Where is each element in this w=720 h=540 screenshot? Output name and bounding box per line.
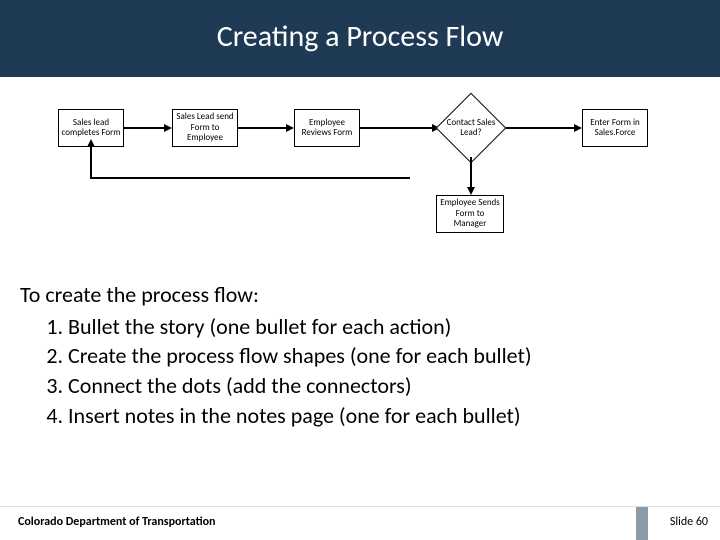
flowchart: Sales lead completes Form Sales Lead sen… [0, 77, 720, 247]
flow-node-label: Sales lead completes Form [61, 118, 121, 139]
flow-arrow [90, 147, 92, 177]
flow-node-label: Sales Lead send Form to Employee [175, 112, 235, 143]
footer-slide-number: Slide 60 [670, 515, 708, 529]
flow-node-label: Employee Sends Form to Manager [439, 198, 501, 229]
arrow-head-icon [467, 187, 475, 195]
body-lead: To create the process flow: [20, 280, 532, 310]
arrow-head-icon [164, 124, 172, 132]
body-text: To create the process flow: Bullet the s… [20, 280, 532, 430]
flow-arrow [470, 157, 472, 187]
flow-arrow [90, 177, 410, 179]
flow-node-label: Contact Sales Lead? [436, 99, 506, 157]
flow-node-enter-salesforce: Enter Form in Sales.Force [582, 109, 648, 147]
flow-arrow [506, 127, 574, 129]
flow-node-sends-manager: Employee Sends Form to Manager [436, 195, 504, 233]
flow-node-send-form: Sales Lead send Form to Employee [172, 109, 238, 147]
flow-arrow [238, 127, 286, 129]
flow-arrow [360, 127, 434, 129]
slide-footer: Colorado Department of Transportation Sl… [0, 506, 720, 540]
footer-org: Colorado Department of Transportation [18, 515, 216, 529]
arrow-head-icon [574, 124, 582, 132]
list-item: Insert notes in the notes page (one for … [68, 401, 532, 431]
arrow-head-icon [286, 124, 294, 132]
flow-node-label: Enter Form in Sales.Force [585, 118, 645, 139]
list-item: Connect the dots (add the connectors) [68, 371, 532, 401]
flow-node-reviews-form: Employee Reviews Form [294, 109, 360, 147]
slide-title: Creating a Process Flow [0, 0, 720, 77]
flow-decision-contact-lead: Contact Sales Lead? [436, 99, 506, 157]
flow-arrow [124, 127, 164, 129]
flow-node-label: Employee Reviews Form [297, 118, 357, 139]
footer-accent [636, 507, 648, 540]
body-list: Bullet the story (one bullet for each ac… [68, 312, 532, 431]
arrow-head-icon [87, 139, 95, 147]
list-item: Bullet the story (one bullet for each ac… [68, 312, 532, 342]
list-item: Create the process flow shapes (one for … [68, 341, 532, 371]
